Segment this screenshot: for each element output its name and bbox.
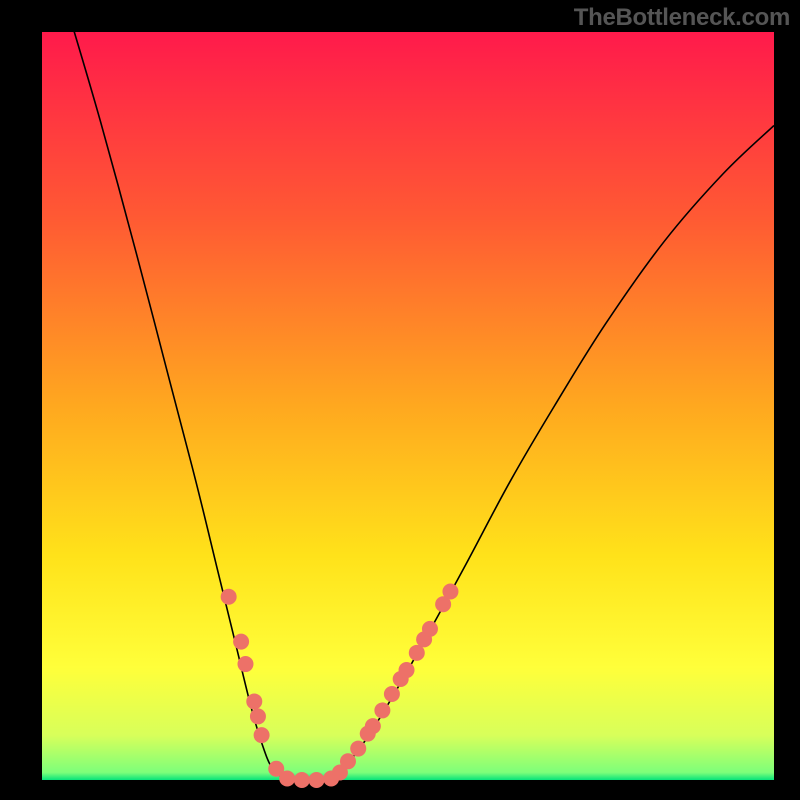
marker-point — [279, 771, 295, 787]
marker-point — [250, 708, 266, 724]
marker-point — [246, 693, 262, 709]
marker-point — [442, 584, 458, 600]
marker-point — [409, 645, 425, 661]
marker-point — [422, 621, 438, 637]
marker-point — [340, 753, 356, 769]
curve-group — [68, 10, 774, 780]
curve-overlay — [0, 0, 800, 800]
marker-point — [309, 772, 325, 788]
marker-point — [350, 741, 366, 757]
marker-point — [237, 656, 253, 672]
marker-point — [365, 718, 381, 734]
chart-canvas: TheBottleneck.com — [0, 0, 800, 800]
marker-point — [254, 727, 270, 743]
marker-group — [221, 584, 459, 788]
marker-point — [399, 662, 415, 678]
marker-point — [233, 634, 249, 650]
marker-point — [221, 589, 237, 605]
curve-left_branch — [68, 10, 288, 780]
marker-point — [384, 686, 400, 702]
marker-point — [294, 772, 310, 788]
marker-point — [374, 702, 390, 718]
